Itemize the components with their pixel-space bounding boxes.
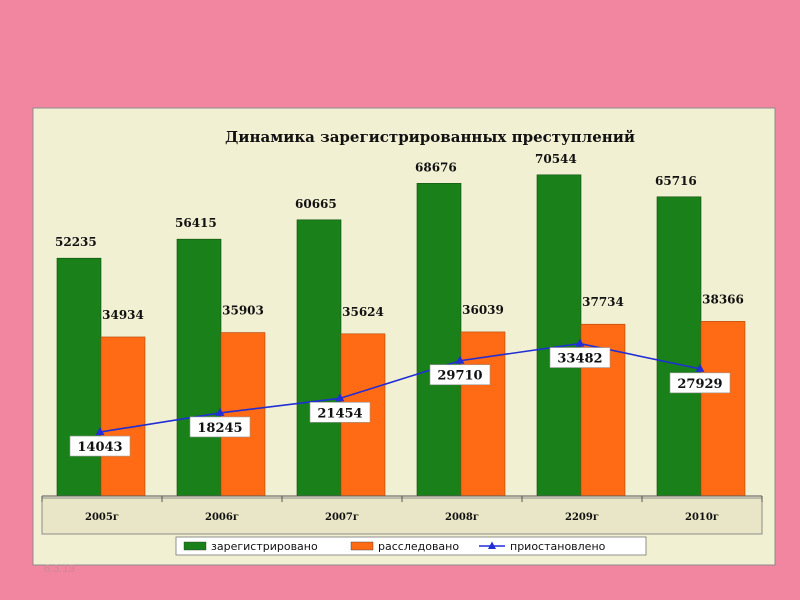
marker-suspended <box>95 427 105 436</box>
bar-registered <box>416 183 462 497</box>
chart-title: Динамика зарегистрированных преступлений <box>225 128 635 146</box>
legend-label: приостановлено <box>510 540 606 553</box>
bar-investigated <box>460 331 506 497</box>
slide-footer-date: 6.3.13 <box>44 563 75 575</box>
marker-suspended <box>695 363 705 372</box>
data-label-box-suspended <box>309 402 371 423</box>
bar-registered <box>56 257 102 497</box>
data-label-suspended: 21454 <box>317 406 362 421</box>
marker-suspended <box>575 338 585 347</box>
data-label-registered: 70544 <box>535 152 577 166</box>
data-label-investigated: 34934 <box>102 308 144 322</box>
legend-swatch <box>350 541 374 551</box>
legend-swatch <box>183 541 207 551</box>
bar-registered <box>176 238 222 497</box>
data-label-suspended: 33482 <box>557 352 602 367</box>
data-label-registered: 68676 <box>415 160 457 174</box>
x-tick-label: 2008г <box>445 512 479 523</box>
data-label-registered: 52235 <box>55 235 97 249</box>
x-tick-label: 2007г <box>325 512 359 523</box>
data-label-box-suspended <box>429 364 491 386</box>
bar-registered <box>296 219 342 497</box>
labels-layer: 52235 34934 56415 35903 60665 35624 68676 36039… <box>55 152 744 457</box>
data-label-registered: 65716 <box>655 174 697 188</box>
legend: зарегистрировано расследовано приостановле… <box>175 536 647 556</box>
bars-layer <box>56 174 746 497</box>
x-category-strip <box>41 497 763 535</box>
data-label-suspended: 29710 <box>437 369 482 384</box>
data-label-suspended: 27929 <box>677 377 722 392</box>
data-label-investigated: 37734 <box>582 295 624 309</box>
marker-suspended <box>215 407 225 416</box>
data-label-box-suspended <box>189 416 251 438</box>
data-label-registered: 56415 <box>175 216 217 230</box>
data-label-suspended: 18245 <box>197 421 242 436</box>
legend-label: расследовано <box>378 540 459 553</box>
x-tick-label: 2005г <box>85 512 119 523</box>
data-label-registered: 60665 <box>295 197 337 211</box>
marker-suspended <box>455 355 465 364</box>
x-category-layer: 2005г 2006г 2007г 2008г 2209г 2010г <box>41 496 763 535</box>
bar-investigated <box>220 332 266 497</box>
bar-investigated <box>100 336 146 497</box>
marker-suspended <box>335 393 345 402</box>
data-label-suspended: 14043 <box>77 440 122 455</box>
x-tick-label: 2010г <box>685 512 719 523</box>
data-label-investigated: 36039 <box>462 303 504 317</box>
data-label-box-suspended <box>69 435 131 457</box>
data-label-investigated: 38366 <box>702 292 744 306</box>
bar-registered <box>536 174 582 497</box>
data-label-box-suspended <box>669 372 731 394</box>
legend-label: зарегистрировано <box>211 540 318 553</box>
x-tick-label: 2209г <box>565 512 599 523</box>
legend-swatch-marker <box>488 541 496 549</box>
data-label-investigated: 35903 <box>222 304 264 318</box>
x-tick-label: 2006г <box>205 512 239 523</box>
chart-frame <box>32 107 776 566</box>
bar-registered <box>656 196 702 497</box>
legend-box <box>175 536 647 556</box>
bar-investigated <box>700 321 746 497</box>
data-label-box-suspended <box>549 347 611 368</box>
data-label-investigated: 35624 <box>342 305 384 319</box>
